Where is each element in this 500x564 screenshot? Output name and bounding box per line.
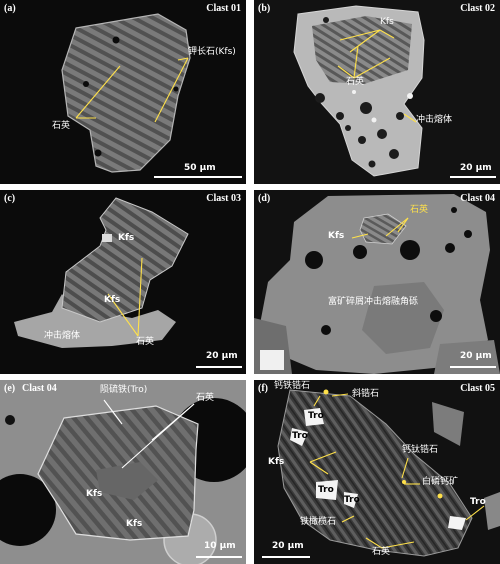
clast-05-grain bbox=[277, 389, 473, 557]
breccia-label: 富矿碎屑冲击熔融角砾 bbox=[328, 297, 419, 307]
quartz-label: 石英 bbox=[410, 205, 429, 215]
panel-c: (c) Clast 03 Kfs Kfs 冲击熔体 石英 20 μm bbox=[0, 190, 246, 374]
kfs-label-top: Kfs bbox=[118, 233, 135, 243]
panel-letter: (b) bbox=[258, 3, 271, 14]
kfs-label-1: Kfs bbox=[86, 489, 103, 499]
troilite-label-4: Tro bbox=[344, 495, 360, 505]
kfs-label: Kfs bbox=[268, 457, 285, 467]
panel-c-image bbox=[0, 190, 246, 374]
troilite-label: 陨硫铁(Tro) bbox=[100, 385, 148, 395]
clast-04-grain bbox=[359, 213, 407, 245]
clast-label: Clast 04 bbox=[22, 383, 57, 394]
troilite-label-2: Tro bbox=[292, 431, 308, 441]
clast-03-grain bbox=[61, 197, 189, 323]
scale-bar bbox=[154, 176, 242, 178]
panel-letter: (e) bbox=[4, 383, 16, 394]
kfs-label: Kfs bbox=[328, 231, 345, 241]
kfs-label-2: Kfs bbox=[126, 519, 143, 529]
panel-e-image bbox=[0, 380, 246, 564]
panel-e: (e) Clast 04 陨硫铁(Tro) 石英 Kfs Kfs 10 μm bbox=[0, 380, 246, 564]
impact-melt-label: 冲击熔体 bbox=[416, 115, 453, 125]
quartz-label: 石英 bbox=[136, 337, 155, 347]
clast-label: Clast 05 bbox=[460, 383, 495, 394]
panel-letter: (d) bbox=[258, 193, 271, 204]
panel-b: (b) Clast 02 Kfs 石英 冲击熔体 20 μm bbox=[254, 0, 500, 184]
impact-melt-label: 冲击熔体 bbox=[44, 331, 81, 341]
clast-label: Clast 02 bbox=[460, 3, 495, 14]
clast-01-grain bbox=[61, 13, 191, 173]
scale-bar-label: 20 μm bbox=[460, 163, 492, 173]
panel-b-image bbox=[254, 0, 500, 184]
quartz-label: 石英 bbox=[52, 121, 71, 131]
scale-bar-label: 20 μm bbox=[460, 351, 492, 361]
kfs-label-mid: Kfs bbox=[104, 295, 121, 305]
vesicle bbox=[400, 240, 420, 260]
panel-a: (a) Clast 01 钾长石(Kfs) 石英 50 μm bbox=[0, 0, 246, 184]
panel-letter: (f) bbox=[258, 383, 268, 394]
scale-bar-label: 50 μm bbox=[184, 163, 216, 173]
scale-bar bbox=[262, 556, 310, 558]
panel-letter: (c) bbox=[4, 193, 16, 204]
quartz-label: 石英 bbox=[346, 77, 365, 87]
scale-bar-label: 20 μm bbox=[206, 351, 238, 361]
troilite-label-5: Tro bbox=[470, 497, 486, 507]
clast-label: Clast 01 bbox=[206, 3, 241, 14]
scale-bar bbox=[450, 366, 496, 368]
clast-label: Clast 03 bbox=[206, 193, 241, 204]
panel-letter: (a) bbox=[4, 3, 16, 14]
tranquillityite-label: 钙钛锆石 bbox=[402, 445, 439, 455]
baddeleyite-label: 斜锆石 bbox=[352, 389, 380, 399]
kfs-label: 钾长石(Kfs) bbox=[188, 47, 236, 57]
troilite-label-3: Tro bbox=[318, 485, 334, 495]
scale-bar bbox=[196, 556, 242, 558]
scale-bar-label: 10 μm bbox=[204, 541, 236, 551]
apatite-label: 白磷钙矿 bbox=[422, 477, 459, 487]
panel-f: (f) Clast 05 钙铁锆石 斜锆石 Tro Tro Tro Tro Kf… bbox=[254, 380, 500, 564]
troilite-label-1: Tro bbox=[308, 411, 324, 421]
quartz-label: 石英 bbox=[372, 547, 391, 557]
panel-d-image bbox=[254, 190, 500, 374]
scale-bar bbox=[450, 176, 496, 178]
scale-bar bbox=[196, 366, 242, 368]
pyroxferroite-label: 铁橄榄石 bbox=[300, 517, 337, 527]
clast-label: Clast 04 bbox=[460, 193, 495, 204]
zirconolite-label: 钙铁锆石 bbox=[274, 381, 311, 391]
panel-a-image bbox=[0, 0, 246, 184]
panel-f-image bbox=[254, 380, 500, 564]
kfs-label: Kfs bbox=[380, 17, 394, 27]
clast-02-grain bbox=[312, 16, 412, 84]
quartz-label: 石英 bbox=[196, 393, 215, 403]
scale-bar-label: 20 μm bbox=[272, 541, 304, 551]
panel-d: (d) Clast 04 石英 Kfs 富矿碎屑冲击熔融角砾 20 μm bbox=[254, 190, 500, 374]
